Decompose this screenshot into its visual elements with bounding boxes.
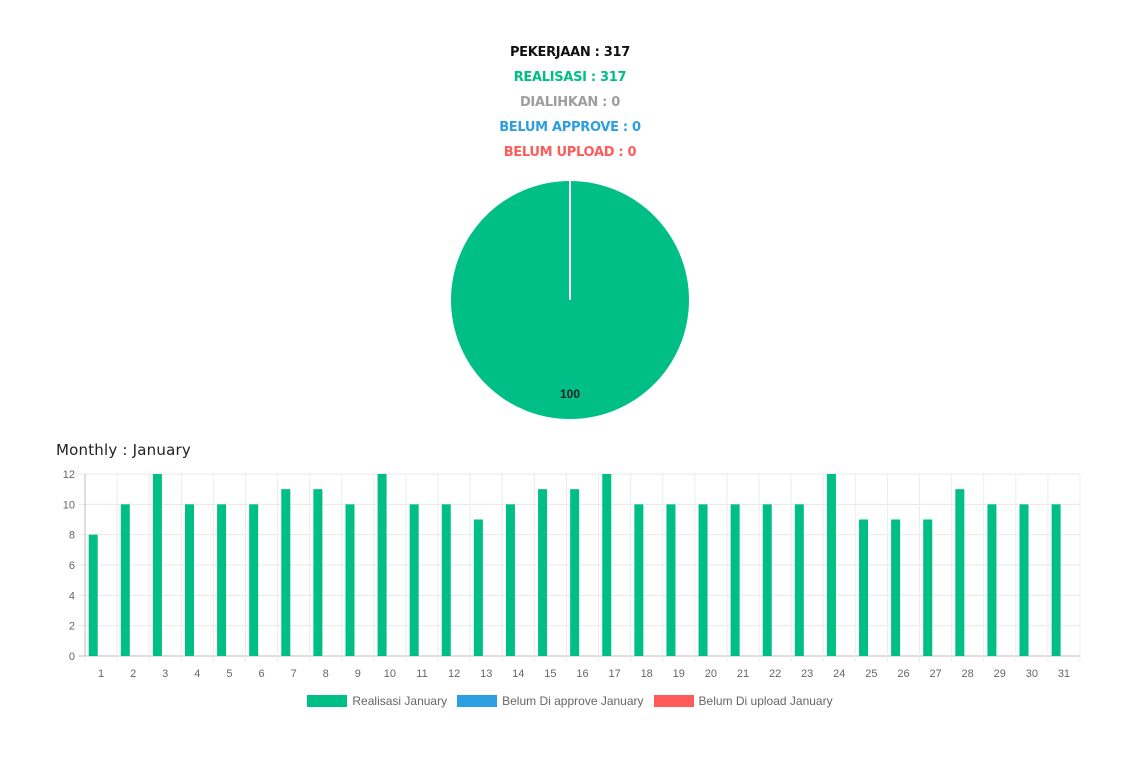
y-tick-label: 0: [69, 651, 75, 663]
bar-realisasi-27[interactable]: [923, 519, 933, 657]
bar-realisasi-20[interactable]: [698, 504, 708, 656]
bar-realisasi-10[interactable]: [377, 474, 387, 656]
bar-realisasi-18[interactable]: [634, 504, 644, 656]
bar-realisasi-13[interactable]: [473, 519, 483, 657]
bar-realisasi-9[interactable]: [345, 504, 355, 656]
legend-label-belum-approve: Belum Di approve January: [502, 694, 644, 708]
stat-pekerjaan: PEKERJAAN : 317: [509, 45, 631, 60]
x-tick-label: 16: [576, 668, 588, 680]
bar-realisasi-26[interactable]: [891, 519, 901, 657]
stat-belum-upload: BELUM UPLOAD : 0: [503, 145, 637, 160]
bar-realisasi-12[interactable]: [441, 504, 451, 656]
stat-dialihkan: DIALIHKAN : 0: [519, 95, 621, 110]
y-tick-label: 8: [69, 530, 75, 542]
x-tick-label: 29: [994, 668, 1006, 680]
x-tick-label: 2: [130, 668, 136, 680]
y-tick-label: 12: [63, 469, 75, 481]
stat-belum-approve: BELUM APPROVE : 0: [499, 120, 641, 135]
x-tick-label: 22: [769, 668, 781, 680]
x-tick-label: 18: [641, 668, 653, 680]
x-tick-label: 8: [323, 668, 329, 680]
bar-realisasi-1[interactable]: [88, 534, 98, 656]
bar-realisasi-7[interactable]: [281, 489, 291, 656]
x-tick-label: 30: [1026, 668, 1038, 680]
bar-realisasi-17[interactable]: [602, 474, 612, 656]
x-tick-label: 14: [512, 668, 524, 680]
bar-legend: Realisasi January Belum Di approve Janua…: [0, 694, 1140, 708]
x-tick-label: 27: [929, 668, 941, 680]
x-tick-label: 26: [897, 668, 909, 680]
x-tick-label: 31: [1058, 668, 1070, 680]
x-tick-label: 13: [480, 668, 492, 680]
bar-realisasi-11[interactable]: [409, 504, 419, 656]
x-tick-label: 24: [833, 668, 845, 680]
bar-realisasi-8[interactable]: [313, 489, 323, 656]
bar-realisasi-5[interactable]: [217, 504, 227, 656]
bar-realisasi-3[interactable]: [152, 474, 162, 656]
x-tick-label: 28: [962, 668, 974, 680]
legend-swatch-belum-upload: [653, 695, 694, 707]
bar-realisasi-6[interactable]: [249, 504, 259, 656]
bar-realisasi-22[interactable]: [762, 504, 772, 656]
x-tick-label: 9: [355, 668, 361, 680]
bar-realisasi-2[interactable]: [120, 504, 130, 656]
x-tick-label: 3: [162, 668, 168, 680]
x-tick-label: 1: [98, 668, 104, 680]
x-tick-label: 25: [865, 668, 877, 680]
bar-realisasi-4[interactable]: [185, 504, 194, 656]
legend-item-belum-upload[interactable]: Belum Di upload January: [653, 694, 833, 708]
bar-realisasi-29[interactable]: [987, 504, 997, 656]
x-tick-label: 12: [448, 668, 460, 680]
x-tick-label: 7: [291, 668, 297, 680]
x-tick-label: 23: [801, 668, 813, 680]
bar-realisasi-25[interactable]: [859, 519, 869, 657]
bar-realisasi-31[interactable]: [1051, 504, 1061, 656]
legend-swatch-realisasi: [307, 695, 348, 707]
x-tick-label: 11: [416, 668, 427, 680]
x-tick-label: 15: [544, 668, 556, 680]
pie-data-label: 100: [560, 387, 580, 401]
x-tick-label: 19: [673, 668, 685, 680]
bar-realisasi-16[interactable]: [570, 489, 580, 656]
bar-realisasi-19[interactable]: [666, 504, 676, 656]
y-tick-label: 2: [69, 621, 75, 633]
x-tick-label: 5: [226, 668, 232, 680]
bar-realisasi-30[interactable]: [1019, 504, 1029, 656]
bar-realisasi-14[interactable]: [505, 504, 515, 656]
stat-realisasi: REALISASI : 317: [513, 70, 627, 85]
legend-label-belum-upload: Belum Di upload January: [698, 694, 833, 708]
x-tick-label: 17: [608, 668, 620, 680]
legend-item-belum-approve[interactable]: Belum Di approve January: [457, 694, 644, 708]
x-tick-label: 20: [705, 668, 717, 680]
x-tick-label: 10: [384, 668, 396, 680]
bar-chart-title: Monthly : January: [56, 441, 191, 459]
y-tick-label: 4: [69, 590, 75, 602]
x-tick-label: 6: [258, 668, 264, 680]
y-tick-label: 6: [69, 560, 75, 572]
bar-realisasi-23[interactable]: [794, 504, 804, 656]
bar-realisasi-24[interactable]: [826, 474, 836, 656]
pie-chart: 100: [451, 181, 689, 419]
x-tick-label: 21: [737, 668, 749, 680]
summary-stats: PEKERJAAN : 317 REALISASI : 317 DIALIHKA…: [0, 42, 1140, 167]
bar-realisasi-21[interactable]: [730, 504, 740, 656]
y-tick-label: 10: [63, 499, 75, 511]
bar-realisasi-28[interactable]: [955, 489, 965, 656]
legend-swatch-belum-approve: [457, 695, 498, 707]
legend-item-realisasi[interactable]: Realisasi January: [307, 694, 447, 708]
legend-label-realisasi: Realisasi January: [352, 694, 448, 708]
bar-realisasi-15[interactable]: [538, 489, 548, 656]
x-tick-label: 4: [194, 668, 200, 680]
